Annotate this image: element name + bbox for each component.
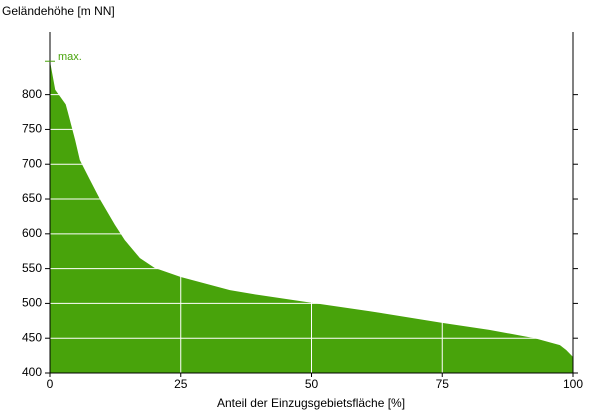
x-tick-label: 100 xyxy=(563,377,583,391)
y-tick-label: 800 xyxy=(22,87,42,101)
y-tick-label: 450 xyxy=(22,330,42,344)
y-tick-label: 600 xyxy=(22,226,42,240)
y-tick-label: 400 xyxy=(22,365,42,379)
y-tick-label: 700 xyxy=(22,156,42,170)
x-tick-label: 0 xyxy=(47,377,54,391)
y-tick-label: 550 xyxy=(22,261,42,275)
y-tick-label: 650 xyxy=(22,191,42,205)
x-tick-label: 50 xyxy=(305,377,319,391)
chart-title: Geländehöhe [m NN] xyxy=(2,4,115,18)
annotation: max. xyxy=(58,51,82,63)
y-tick-label: 500 xyxy=(22,296,42,310)
x-tick-label: 75 xyxy=(436,377,450,391)
x-axis-label: Anteil der Einzugsgebietsfläche [%] xyxy=(217,396,405,410)
y-tick-label: 750 xyxy=(22,122,42,136)
x-tick-label: 25 xyxy=(174,377,188,391)
